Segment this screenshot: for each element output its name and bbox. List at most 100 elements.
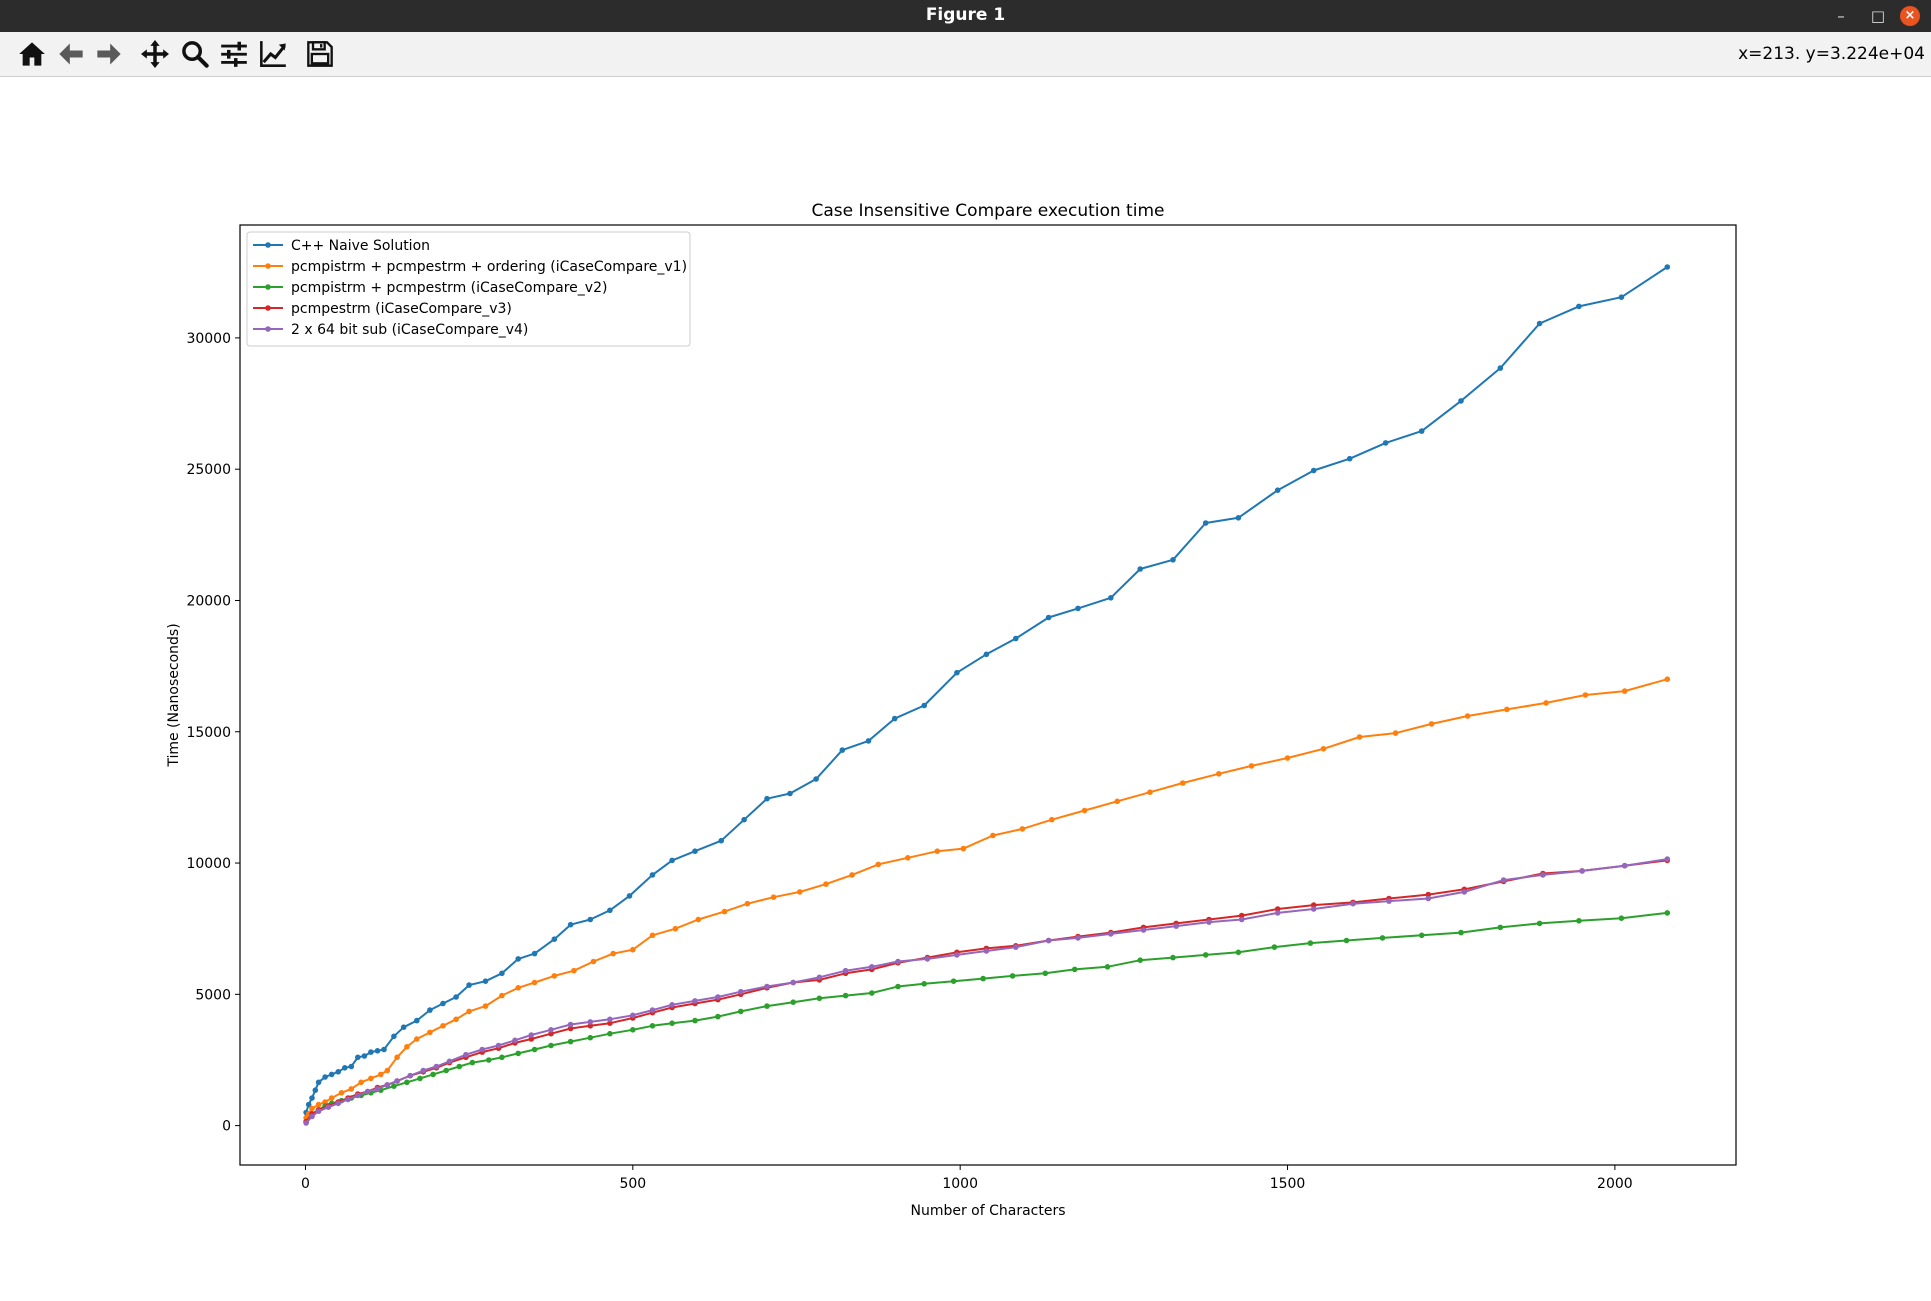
- data-point-series-5: [528, 1032, 535, 1038]
- legend-marker-4: [265, 305, 271, 311]
- data-point-series-2: [960, 845, 967, 852]
- data-point-series-1: [1075, 605, 1081, 612]
- data-point-series-3: [669, 1020, 675, 1026]
- data-point-series-3: [587, 1034, 594, 1041]
- data-point-series-1: [381, 1046, 387, 1053]
- data-point-series-1: [453, 994, 459, 1000]
- series-line-2: [305, 678, 1668, 1119]
- configure-subplots-button[interactable]: [217, 37, 251, 71]
- data-point-series-3: [950, 978, 957, 984]
- data-point-series-2: [440, 1023, 446, 1029]
- data-point-series-5: [1386, 898, 1392, 904]
- cursor-coordinates: x=213. y=3.224e+04: [1738, 44, 1925, 64]
- data-point-series-1: [1536, 320, 1543, 327]
- zoom-button[interactable]: [178, 37, 212, 71]
- data-point-series-1: [1274, 487, 1281, 494]
- legend-label-1: C++ Naive Solution: [291, 238, 430, 254]
- data-point-series-5: [433, 1063, 440, 1070]
- data-point-series-1: [427, 1007, 433, 1013]
- y-tick-label: 10000: [186, 856, 231, 872]
- data-point-series-3: [980, 975, 986, 982]
- data-point-series-5: [420, 1067, 427, 1074]
- plot-frame: [239, 224, 1737, 1166]
- data-point-series-5: [1461, 889, 1468, 895]
- legend-label-5: 2 x 64 bit sub (iCaseCompare_v4): [291, 322, 528, 338]
- data-point-series-5: [1310, 906, 1317, 912]
- data-point-series-2: [1019, 826, 1026, 832]
- data-point-series-2: [328, 1095, 335, 1101]
- home-button[interactable]: [15, 37, 49, 71]
- y-tick-label: 30000: [186, 331, 231, 347]
- data-point-series-3: [790, 999, 796, 1005]
- data-point-series-5: [325, 1104, 332, 1110]
- data-point-series-2: [394, 1054, 400, 1061]
- maximize-button[interactable]: □: [1870, 7, 1886, 25]
- data-point-series-4: [607, 1020, 613, 1026]
- data-point-series-2: [590, 958, 597, 965]
- data-point-series-1: [626, 893, 633, 899]
- data-point-series-5: [1140, 927, 1147, 933]
- data-point-series-5: [630, 1012, 636, 1019]
- data-point-series-2: [934, 848, 941, 854]
- data-point-series-2: [1081, 807, 1088, 814]
- data-point-series-3: [816, 995, 823, 1002]
- y-axis-label: Time (Nanoseconds): [166, 623, 182, 767]
- data-point-series-2: [1664, 676, 1671, 682]
- data-point-series-1: [440, 1000, 446, 1007]
- edit-axis-button[interactable]: [256, 37, 290, 71]
- minimize-button[interactable]: –: [1837, 7, 1845, 25]
- data-point-series-3: [1458, 929, 1464, 936]
- pan-button[interactable]: [138, 37, 172, 71]
- legend-marker-3: [265, 284, 271, 290]
- data-point-series-5: [446, 1058, 453, 1065]
- data-point-series-2: [1621, 688, 1628, 694]
- data-point-series-2: [482, 1003, 489, 1009]
- data-point-series-1: [692, 848, 698, 854]
- data-point-series-1: [1170, 557, 1176, 563]
- data-point-series-5: [869, 964, 875, 970]
- data-point-series-2: [630, 946, 636, 953]
- data-point-series-3: [1042, 970, 1049, 977]
- data-point-series-2: [338, 1090, 345, 1096]
- data-point-series-1: [531, 950, 538, 957]
- forward-button[interactable]: [92, 37, 126, 71]
- chart-title: Case Insensitive Compare execution time: [812, 201, 1165, 221]
- y-tick-label: 5000: [195, 987, 231, 1003]
- data-point-series-3: [1009, 973, 1016, 979]
- y-tick-label: 25000: [186, 462, 231, 478]
- data-point-series-3: [1576, 918, 1582, 924]
- data-point-series-5: [1013, 944, 1019, 950]
- data-point-series-3: [738, 1008, 744, 1015]
- data-point-series-3: [1137, 957, 1143, 963]
- data-point-series-1: [891, 715, 898, 722]
- back-button[interactable]: [54, 37, 88, 71]
- data-point-series-2: [531, 979, 538, 986]
- data-point-series-3: [692, 1017, 698, 1024]
- data-point-series-5: [548, 1027, 554, 1033]
- data-point-series-1: [1137, 566, 1143, 572]
- data-point-series-5: [924, 956, 931, 962]
- figure-canvas[interactable]: Case Insensitive Compare execution time 0…: [0, 77, 1931, 1301]
- data-point-series-2: [309, 1105, 315, 1112]
- x-axis-label: Number of Characters: [910, 1203, 1065, 1219]
- window-title: Figure 1: [925, 5, 1006, 25]
- close-button[interactable]: ×: [1900, 6, 1920, 26]
- data-point-series-5: [1238, 916, 1245, 923]
- data-point-series-1: [1664, 264, 1671, 270]
- data-point-series-5: [1500, 877, 1507, 883]
- home-icon: [19, 42, 45, 66]
- data-point-series-5: [1075, 935, 1081, 941]
- data-point-series-1: [312, 1087, 319, 1093]
- save-button[interactable]: [303, 37, 337, 71]
- data-point-series-2: [322, 1099, 328, 1105]
- data-point-series-3: [1664, 910, 1671, 916]
- data-point-series-1: [1576, 303, 1582, 310]
- data-point-series-3: [1343, 937, 1350, 944]
- data-point-series-1: [1346, 455, 1353, 462]
- data-point-series-1: [328, 1071, 335, 1078]
- data-point-series-5: [983, 948, 990, 954]
- data-point-series-3: [456, 1063, 463, 1070]
- data-point-series-2: [849, 872, 855, 878]
- data-point-series-1: [309, 1095, 315, 1101]
- configure-subplots-icon: [221, 41, 247, 67]
